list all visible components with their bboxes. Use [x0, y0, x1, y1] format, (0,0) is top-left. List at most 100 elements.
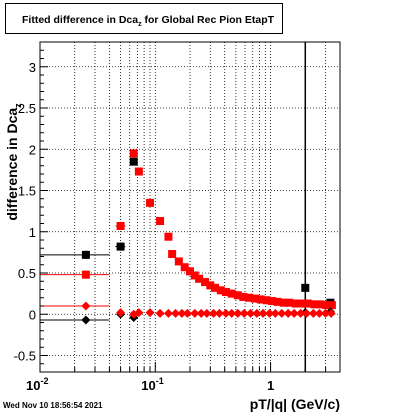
- data-point-square: [81, 270, 90, 279]
- data-point-square: [129, 149, 138, 158]
- data-point-square: [129, 157, 138, 166]
- data-point-square: [310, 300, 319, 309]
- data-point-diamond: [182, 308, 192, 318]
- x-tick-label-base: 10: [141, 378, 155, 393]
- data-point-diamond: [145, 308, 155, 318]
- data-point-diamond: [209, 308, 219, 318]
- data-point-diamond: [177, 308, 187, 318]
- data-point-diamond: [155, 308, 165, 318]
- title-box: Fitted difference in Dcaz for Global Rec…: [5, 3, 283, 34]
- data-point-diamond: [227, 308, 237, 318]
- y-axis-label: difference in Dcaz: [4, 103, 23, 220]
- data-point-diamond: [258, 308, 268, 318]
- data-point-square: [156, 217, 165, 226]
- data-point-diamond: [308, 308, 318, 318]
- data-point-diamond: [202, 308, 212, 318]
- data-points: [40, 149, 336, 325]
- x-tick-label: 10-2: [26, 376, 48, 393]
- data-point-square: [190, 271, 199, 280]
- y-axis-label-main: difference in Dca: [4, 107, 20, 221]
- x-tick-label-exponent: -2: [40, 376, 48, 386]
- data-point-square: [297, 299, 306, 308]
- y-axis-label-subscript: z: [13, 103, 23, 108]
- axes: 10-2 10-1 1-0.500.511.522.53: [14, 41, 341, 393]
- x-tick-label: 1: [267, 378, 274, 393]
- data-point-square: [81, 250, 90, 259]
- data-point-square: [116, 221, 125, 230]
- data-point-diamond: [233, 308, 243, 318]
- data-point-diamond: [246, 308, 256, 318]
- data-point-diamond: [270, 308, 280, 318]
- data-point-diamond: [296, 308, 306, 318]
- data-point-diamond: [134, 308, 144, 318]
- data-point-diamond: [283, 308, 293, 318]
- data-point-square: [301, 283, 310, 292]
- x-axis-label: pT/|q| (GeV/c): [249, 396, 340, 412]
- y-tick-label: 1: [29, 225, 36, 240]
- data-point-diamond: [314, 308, 324, 318]
- data-point-square: [146, 198, 155, 207]
- data-point-square: [206, 281, 215, 290]
- data-point-diamond: [214, 308, 224, 318]
- y-tick-label: 2: [29, 142, 36, 157]
- data-point-square: [327, 301, 336, 310]
- data-point-diamond: [116, 308, 126, 318]
- data-point-square: [262, 296, 271, 305]
- data-point-diamond: [163, 308, 173, 318]
- data-point-diamond: [302, 308, 312, 318]
- data-point-diamond: [252, 308, 262, 318]
- data-point-square: [239, 292, 248, 301]
- data-point-square: [245, 293, 254, 302]
- chart-title-main: Fitted difference in Dca: [22, 14, 139, 26]
- data-point-square: [201, 278, 210, 287]
- chart-title: Fitted difference in Dcaz for Global Rec…: [22, 14, 274, 28]
- data-point-square: [285, 298, 294, 307]
- data-point-diamond: [265, 308, 275, 318]
- data-point-diamond: [221, 308, 231, 318]
- data-point-square: [134, 167, 143, 176]
- data-point-diamond: [239, 308, 249, 318]
- data-point-diamond: [277, 308, 287, 318]
- y-tick-label: 3: [29, 60, 36, 75]
- data-point-square: [116, 242, 125, 251]
- datestamp: Wed Nov 10 18:56:54 2021: [3, 401, 103, 410]
- data-point-diamond: [81, 315, 91, 325]
- chart-title-suffix: for Global Rec Pion EtapT: [141, 14, 275, 26]
- data-point-diamond: [190, 308, 200, 318]
- data-point-square: [221, 287, 230, 296]
- data-point-square: [256, 295, 265, 304]
- data-point-diamond: [171, 308, 181, 318]
- data-point-diamond: [81, 301, 91, 311]
- x-tick-label-base: 1: [267, 378, 274, 393]
- data-point-square: [291, 299, 300, 308]
- data-point-square: [174, 257, 183, 266]
- data-point-square: [233, 291, 242, 300]
- data-point-square: [168, 250, 177, 259]
- data-point-square: [211, 283, 220, 292]
- data-point-square: [250, 294, 259, 303]
- data-point-square: [186, 267, 194, 276]
- data-point-square: [227, 289, 236, 298]
- data-point-diamond: [321, 308, 331, 318]
- data-point-square: [164, 232, 173, 241]
- x-tick-label-base: 10: [26, 378, 40, 393]
- data-point-diamond: [289, 308, 299, 318]
- data-point-diamond: [196, 308, 206, 318]
- data-point-square: [322, 301, 331, 310]
- data-point-square: [268, 297, 277, 306]
- data-point-square: [316, 300, 325, 309]
- y-tick-label: 1.5: [18, 184, 36, 199]
- data-point-square: [180, 263, 189, 272]
- data-point-square: [216, 286, 225, 295]
- data-point-square: [303, 299, 312, 308]
- x-tick-label: 10-1: [141, 376, 163, 393]
- data-point-square: [279, 298, 288, 307]
- chart-title-subscript: z: [138, 21, 142, 28]
- y-tick-label: 0.5: [18, 266, 36, 281]
- y-tick-label: -0.5: [14, 349, 36, 364]
- y-tick-label: 0: [29, 307, 36, 322]
- y-tick-label: 2.5: [18, 101, 36, 116]
- data-point-square: [195, 274, 204, 283]
- data-point-square: [273, 297, 282, 306]
